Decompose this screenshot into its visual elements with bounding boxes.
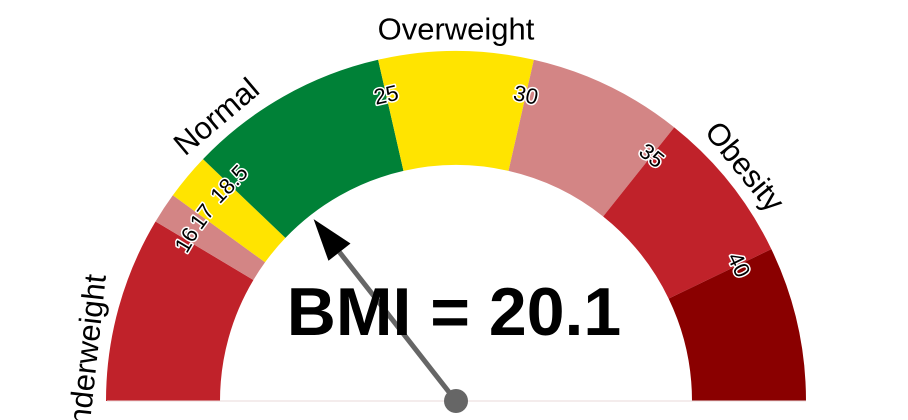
gauge-band-3	[203, 59, 404, 238]
tick-label: 25	[371, 80, 400, 110]
gauge-band-4	[378, 51, 534, 171]
gauge-band-0	[106, 221, 254, 401]
needle-pivot	[444, 389, 468, 413]
gauge-needle	[313, 219, 468, 413]
tick-label: 30	[511, 80, 540, 110]
category-label: Overweight	[378, 12, 535, 47]
gauge-band-7	[668, 249, 806, 401]
bmi-readout: BMI = 20.1	[286, 274, 622, 350]
gauge-band-6	[603, 127, 772, 299]
needle-arrowhead	[313, 219, 351, 261]
gauge-band-2	[172, 159, 286, 263]
gauge-bands	[106, 51, 806, 401]
gauge-band-5	[508, 59, 675, 217]
needle-shaft	[337, 250, 458, 403]
gauge-band-1	[155, 195, 266, 280]
